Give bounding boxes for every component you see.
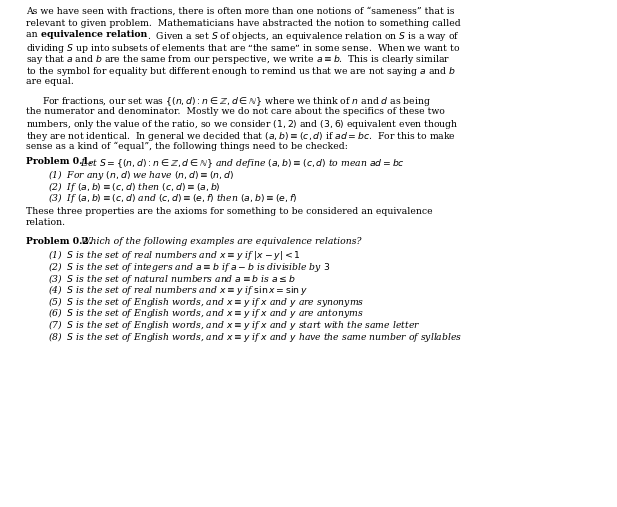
Text: (2)  If $(a,b) \equiv (c,d)$ then $(c,d) \equiv (a,b)$: (2) If $(a,b) \equiv (c,d)$ then $(c,d) … — [48, 180, 221, 194]
Text: Let $S = \{(n,d) : n \in \mathbb{Z}, d \in \mathbb{N}\}$ and define $(a,b) \equi: Let $S = \{(n,d) : n \in \mathbb{Z}, d \… — [78, 157, 405, 170]
Text: (1)  $S$ is the set of real numbers and $x \equiv y$ if $|x - y| < 1$: (1) $S$ is the set of real numbers and $… — [48, 248, 300, 263]
Text: Which of the following examples are equivalence relations?: Which of the following examples are equi… — [78, 237, 362, 246]
Text: (3)  If $(a,b) \equiv (c,d)$ and $(c,d) \equiv (e,f)$ then $(a,b) \equiv (e,f)$: (3) If $(a,b) \equiv (c,d)$ and $(c,d) \… — [48, 192, 297, 205]
Text: the numerator and denominator.  Mostly we do not care about the specifics of the: the numerator and denominator. Mostly we… — [26, 107, 445, 116]
Text: (7)  $S$ is the set of English words, and $x \equiv y$ if $x$ and $y$ start with: (7) $S$ is the set of English words, and… — [48, 318, 420, 332]
Text: As we have seen with fractions, there is often more than one notions of “samenes: As we have seen with fractions, there is… — [26, 7, 455, 16]
Text: dividing $S$ up into subsets of elements that are “the same” in some sense.  Whe: dividing $S$ up into subsets of elements… — [26, 42, 460, 55]
Text: to the symbol for equality but different enough to remind us that we are not say: to the symbol for equality but different… — [26, 65, 456, 78]
Text: Problem 0.2.: Problem 0.2. — [26, 237, 92, 246]
Text: say that $a$ and $b$ are the same from our perspective, we write $a \equiv b$.  : say that $a$ and $b$ are the same from o… — [26, 53, 450, 66]
Text: (1)  For any $(n,d)$ we have $(n,d) \equiv (n,d)$: (1) For any $(n,d)$ we have $(n,d) \equi… — [48, 168, 234, 183]
Text: relation.: relation. — [26, 218, 66, 227]
Text: they are not identical.  In general we decided that $(a,b) \equiv (c,d)$ if $ad : they are not identical. In general we de… — [26, 130, 456, 143]
Text: sense as a kind of “equal”, the following things need to be checked:: sense as a kind of “equal”, the followin… — [26, 141, 348, 151]
Text: (6)  $S$ is the set of English words, and $x \equiv y$ if $x$ and $y$ are antony: (6) $S$ is the set of English words, and… — [48, 306, 363, 320]
Text: Problem 0.1.: Problem 0.1. — [26, 157, 92, 166]
Text: an: an — [26, 30, 41, 39]
Text: are equal.: are equal. — [26, 77, 74, 86]
Text: These three properties are the axioms for something to be considered an equivale: These three properties are the axioms fo… — [26, 206, 433, 215]
Text: (3)  $S$ is the set of natural numbers and $a \equiv b$ is $a \leq b$: (3) $S$ is the set of natural numbers an… — [48, 272, 296, 285]
Text: .  Given a set $S$ of objects, an equivalence relation on $S$ is a way of: . Given a set $S$ of objects, an equival… — [147, 30, 460, 43]
Text: (4)  $S$ is the set of real numbers and $x \equiv y$ if $\sin x = \sin y$: (4) $S$ is the set of real numbers and $… — [48, 283, 308, 297]
Text: (5)  $S$ is the set of English words, and $x \equiv y$ if $x$ and $y$ are synony: (5) $S$ is the set of English words, and… — [48, 295, 364, 309]
Text: equivalence relation: equivalence relation — [41, 30, 147, 39]
Text: relevant to given problem.  Mathematicians have abstracted the notion to somethi: relevant to given problem. Mathematician… — [26, 19, 461, 27]
Text: For fractions, our set was $\{(n,d) : n \in \mathbb{Z}, d \in \mathbb{N}\}$ wher: For fractions, our set was $\{(n,d) : n … — [42, 95, 431, 108]
Text: (2)  $S$ is the set of integers and $a \equiv b$ if $a - b$ is divisible by $3$: (2) $S$ is the set of integers and $a \e… — [48, 260, 330, 274]
Text: numbers, only the value of the ratio, so we consider $(1,2)$ and $(3,6)$ equival: numbers, only the value of the ratio, so… — [26, 119, 458, 131]
Text: (8)  $S$ is the set of English words, and $x \equiv y$ if $x$ and $y$ have the s: (8) $S$ is the set of English words, and… — [48, 330, 462, 344]
